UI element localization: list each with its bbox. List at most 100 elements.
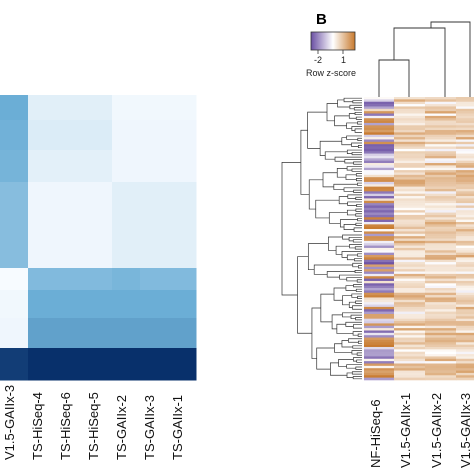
heatmap-cell: [364, 318, 395, 322]
dendrogram-branch: [346, 254, 358, 261]
heatmap-cell: [456, 226, 474, 230]
dendrogram-branch: [307, 243, 329, 271]
heatmap-cell: [364, 257, 395, 261]
heatmap-cell: [394, 214, 426, 218]
heatmap-cell: [425, 210, 457, 213]
heatmap-cell: [364, 259, 395, 263]
heatmap-cell: [394, 344, 426, 348]
heatmap-cell: [394, 165, 426, 169]
dendrogram-branch: [357, 253, 362, 257]
dendrogram-branch: [393, 27, 446, 97]
dendrogram-branch: [316, 347, 335, 370]
heatmap-cell: [456, 368, 474, 371]
heatmap-cell: [394, 188, 426, 192]
heatmap-cell: [456, 101, 474, 105]
heatmap-cell: [394, 219, 426, 223]
heatmap-cell: [394, 313, 426, 317]
heatmap-cell: [364, 101, 395, 105]
heatmap-cell: [425, 238, 457, 242]
heatmap-cell: [456, 144, 474, 147]
heatmap-cell: [364, 240, 395, 244]
heatmap-cell: [456, 186, 474, 190]
heatmap-cell: [425, 283, 457, 286]
heatmap-cell: [28, 348, 57, 381]
dendrogram-branch: [297, 256, 312, 334]
heatmap-cell: [394, 153, 426, 157]
heatmap-cell: [140, 95, 169, 121]
heatmap-cell: [425, 285, 457, 289]
heatmap-cell: [425, 316, 457, 319]
dendrogram-branch: [353, 227, 362, 232]
heatmap-cell: [456, 262, 474, 265]
heatmap-cell: [456, 370, 474, 374]
dendrogram-branch: [315, 199, 340, 219]
heatmap-cell: [456, 280, 474, 284]
heatmap-cell: [0, 268, 29, 291]
dendrogram-branch: [352, 100, 362, 104]
dendrogram-branch: [378, 59, 410, 97]
heatmap-cell: [394, 337, 426, 341]
heatmap-cell: [456, 332, 474, 336]
heatmap-cell: [425, 193, 457, 197]
dendrogram-branch: [346, 135, 362, 140]
color-key-tick-low: -2: [314, 55, 322, 65]
dendrogram-branch: [352, 376, 362, 380]
heatmap-cell: [364, 224, 395, 228]
heatmap-cell: [394, 141, 426, 145]
dendrogram-branch: [358, 265, 362, 269]
heatmap-cell: [394, 130, 426, 133]
heatmap-cell: [456, 318, 474, 322]
heatmap-cell: [394, 316, 426, 319]
heatmap-cell: [394, 158, 426, 161]
heatmap-cell: [425, 113, 457, 117]
heatmap-cell: [425, 262, 457, 265]
heatmap-cell: [394, 299, 426, 303]
heatmap-cell: [394, 170, 426, 173]
heatmap-cell: [456, 309, 474, 312]
heatmap-cell: [394, 106, 426, 110]
heatmap-cell: [394, 118, 426, 121]
dendrogram-branch: [308, 179, 324, 210]
heatmap-cell: [425, 198, 457, 202]
heatmap-cell: [456, 111, 474, 114]
heatmap-cell: [425, 354, 457, 357]
heatmap-cell: [364, 205, 395, 209]
heatmap-cell: [364, 177, 395, 180]
heatmap-cell: [456, 339, 474, 343]
heatmap-cell: [394, 245, 426, 249]
heatmap-cell: [394, 155, 426, 159]
dendrogram-branch: [327, 236, 343, 251]
heatmap-cell: [0, 182, 29, 269]
dendrogram-branch: [354, 269, 362, 274]
heatmap-cell: [394, 266, 426, 270]
heatmap-cell: [394, 120, 426, 124]
heatmap-cell: [364, 226, 395, 230]
heatmap-cell: [394, 247, 426, 251]
heatmap-cell: [456, 257, 474, 261]
heatmap-cell: [364, 179, 395, 183]
heatmap-cell: [425, 335, 457, 338]
heatmap-cell: [394, 167, 426, 171]
heatmap-cell: [456, 361, 474, 364]
dendrogram-branch: [319, 140, 342, 156]
heatmap-cell: [394, 221, 426, 225]
heatmap-cell: [425, 358, 457, 362]
heatmap-cell: [425, 245, 457, 249]
heatmap-cell: [364, 231, 395, 235]
heatmap-cell: [364, 309, 395, 312]
heatmap-cell: [364, 141, 395, 145]
heatmap-cell: [456, 203, 474, 206]
heatmap-cell: [456, 316, 474, 319]
heatmap-cell: [394, 111, 426, 114]
heatmap-cell: [394, 224, 426, 228]
heatmap-cell: [456, 115, 474, 119]
heatmap-cell: [425, 257, 457, 261]
heatmap-cell: [425, 309, 457, 312]
panel-b-heatmap: B -2 1 Row z-score NF-HiSeq-6 V1.5-GAIIx…: [281, 11, 474, 468]
heatmap-cell: [425, 252, 457, 256]
heatmap-cell: [364, 172, 395, 176]
heatmap-cell: [140, 120, 169, 151]
heatmap-cell: [456, 259, 474, 263]
heatmap-cell: [425, 375, 457, 378]
dendrogram-branch: [346, 149, 362, 154]
